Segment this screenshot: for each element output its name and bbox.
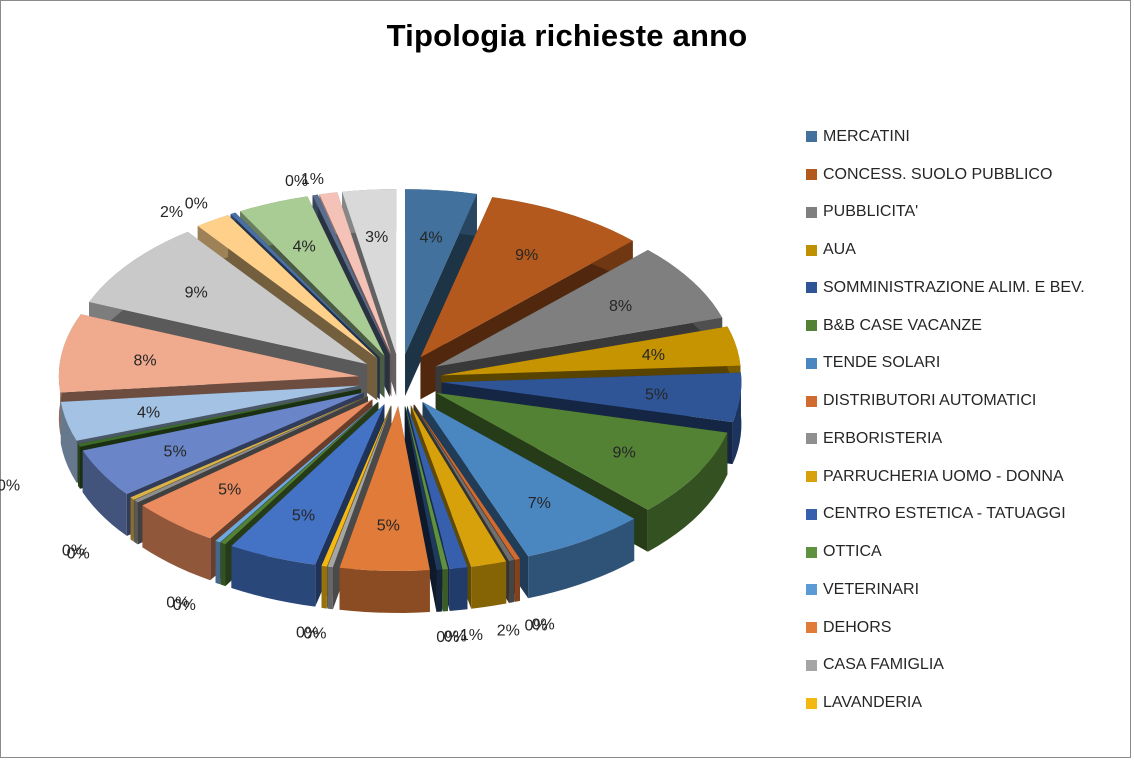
slice-label: 5% [292,507,315,524]
legend-label: DISTRIBUTORI AUTOMATICI [823,392,1037,410]
legend-swatch [806,433,817,445]
legend-label: B&B CASE VACANZE [823,316,982,334]
slice-label: 7% [528,495,551,512]
legend-label: PARRUCHERIA UOMO - DONNA [823,467,1064,485]
legend-swatch [806,508,817,520]
slice-label: 0% [296,625,319,642]
slice-label: 0% [532,616,555,633]
legend-label: AUA [823,241,856,259]
pie-chart: 4%9%8%4%5%9%7%0%0%2%1%0%0%5%0%0%5%0%0%5%… [0,171,742,646]
legend-label: VETERINARI [823,580,920,598]
slice-label: 8% [609,298,632,315]
legend-label: SOMMINISTRAZIONE ALIM. E BEV. [823,278,1085,296]
legend-item: CONCESS. SUOLO PUBBLICO [806,156,1085,194]
legend-item: LAVANDERIA [806,684,1085,722]
legend-swatch [806,584,817,596]
legend-swatch [806,622,817,634]
legend-item: PARRUCHERIA UOMO - DONNA [806,458,1085,496]
legend-label: DEHORS [823,618,892,636]
legend-item: PUBBLICITA' [806,194,1085,232]
legend-label: TENDE SOLARI [823,354,941,372]
slice-label: 5% [645,386,668,403]
slice-label: 0% [285,173,308,190]
legend-label: OTTICA [823,543,882,561]
slice-label: 2% [497,622,520,639]
legend-swatch [806,357,817,369]
legend-swatch [806,395,817,407]
legend-swatch [806,244,817,256]
slice-label: 1% [460,627,483,644]
legend-label: CONCESS. SUOLO PUBBLICO [823,165,1053,183]
slice-label: 4% [642,347,665,364]
slice-label: 5% [218,482,241,499]
legend-swatch [806,169,817,181]
legend-swatch [806,546,817,558]
slice-label: 4% [420,229,443,246]
legend-label: CASA FAMIGLIA [823,656,944,674]
slice-label: 0% [173,597,196,614]
legend-item: DEHORS [806,609,1085,647]
slice-label: 0% [62,542,85,559]
pie-slice [404,405,442,612]
slice-label: 9% [185,284,208,301]
slice-label: 0% [185,196,208,213]
slice-label: 0% [0,478,20,495]
legend-swatch [806,471,817,483]
legend-label: ERBORISTERIA [823,429,943,447]
slice-label: 4% [137,404,160,421]
slice-label: 0% [166,595,189,612]
legend-label: LAVANDERIA [823,694,922,712]
legend-item: SOMMINISTRAZIONE ALIM. E BEV. [806,269,1085,307]
slice-label: 3% [365,229,388,246]
pie-slice [231,404,385,607]
legend-label: MERCATINI [823,127,910,145]
slice-label: 1% [301,171,324,188]
slice-label: 9% [515,247,538,264]
chart-title: Tipologia richieste anno [386,18,748,53]
pie-slice [339,405,430,613]
slice-label: 5% [164,444,187,461]
legend-item: B&B CASE VACANZE [806,307,1085,345]
slice-label: 0% [524,618,547,635]
legend-item: VETERINARI [806,571,1085,609]
legend-item: TENDE SOLARI [806,345,1085,383]
legend-swatch [806,131,817,143]
legend-swatch [806,697,817,709]
slice-label: 5% [377,518,400,535]
slice-label: 9% [613,444,636,461]
legend-swatch [806,659,817,671]
legend-swatch [806,320,817,332]
legend-item: OTTICA [806,533,1085,571]
chart-legend: MERCATINI CONCESS. SUOLO PUBBLICO PUBBLICI… [806,118,1085,722]
slice-label: 2% [160,204,183,221]
legend-item: MERCATINI [806,118,1085,156]
legend-label: CENTRO ESTETICA - TATUAGGI [823,505,1066,523]
slice-label: 8% [133,352,156,369]
pie-slice [405,189,477,397]
legend-item: DISTRIBUTORI AUTOMATICI [806,382,1085,420]
legend-item: AUA [806,231,1085,269]
legend-swatch [806,282,817,294]
slice-label: 0% [436,629,459,646]
slice-label: 0% [303,626,326,643]
slice-label: 4% [293,239,316,256]
slice-label: 0% [67,546,90,563]
legend-label: PUBBLICITA' [823,203,919,221]
legend-swatch [806,206,817,218]
legend-item: CASA FAMIGLIA [806,647,1085,685]
legend-item: ERBORISTERIA [806,420,1085,458]
legend-item: CENTRO ESTETICA - TATUAGGI [806,496,1085,534]
slice-label: 0% [444,628,467,645]
